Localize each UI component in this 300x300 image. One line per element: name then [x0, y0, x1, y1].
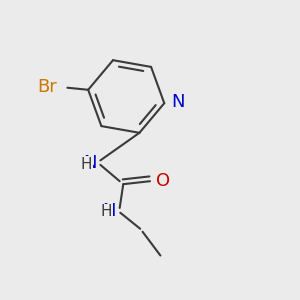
Text: N: N — [83, 154, 97, 172]
Text: H: H — [81, 157, 92, 172]
Text: Br: Br — [37, 78, 57, 96]
Text: N: N — [172, 93, 185, 111]
Text: N: N — [102, 202, 116, 220]
Text: H: H — [100, 204, 112, 219]
Text: O: O — [156, 172, 170, 190]
